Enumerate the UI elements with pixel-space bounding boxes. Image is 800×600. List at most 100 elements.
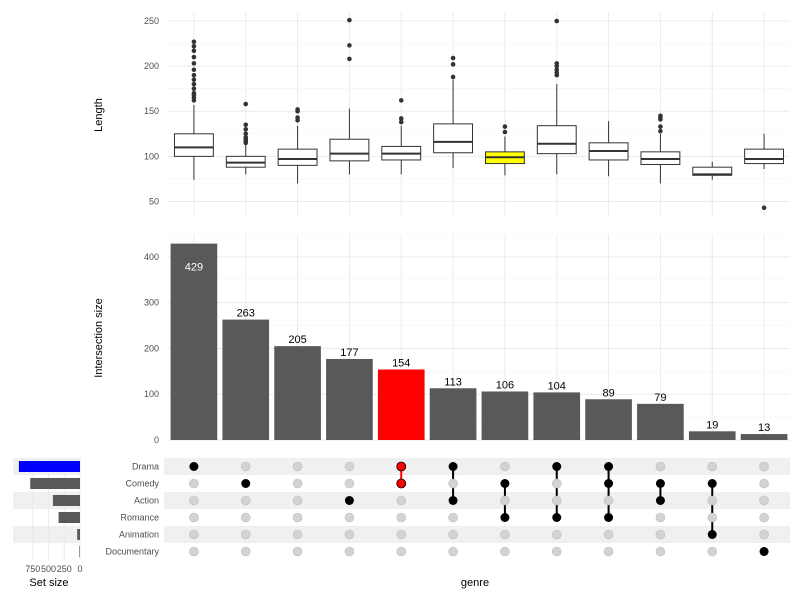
x-tick-label: 250 <box>57 564 72 574</box>
bar-value-label: 104 <box>548 380 566 392</box>
matrix-dot-inactive <box>759 495 769 506</box>
outlier-point <box>554 67 560 73</box>
bar-value-label: 263 <box>237 308 255 320</box>
matrix-dot-inactive <box>551 478 562 489</box>
matrix-dot-inactive <box>344 461 355 472</box>
outlier-point <box>191 77 197 82</box>
matrix-dot-active <box>500 513 510 522</box>
matrix-dot-active <box>604 513 614 522</box>
set-size-panel: 750 500 250 0 <box>13 458 83 574</box>
bar-value-label: 106 <box>496 379 514 391</box>
matrix-dot-inactive <box>396 495 407 506</box>
intersection-bar-panel: 0 100 200 300 400 429 263 205 177 154 113 106 104 89 7… <box>144 233 790 445</box>
y-tick-label: 0 <box>154 435 159 445</box>
bar-value-label: 19 <box>706 419 718 431</box>
matrix-dot-inactive <box>707 461 718 472</box>
matrix-dot-inactive <box>759 461 769 472</box>
matrix-dot-active <box>552 513 562 522</box>
matrix-dot-active <box>241 479 251 488</box>
intersection-bar <box>688 431 736 440</box>
outlier-point <box>658 124 663 129</box>
matrix-dot-active <box>189 462 199 471</box>
matrix-dot-inactive <box>707 512 718 523</box>
matrix-dot-active <box>552 462 562 471</box>
y-tick-label: 250 <box>144 16 159 26</box>
matrix-dot-inactive <box>603 529 614 540</box>
outlier-point <box>658 128 663 134</box>
y-tick-label: 400 <box>144 252 159 262</box>
matrix-x-axis-title: genre <box>461 577 489 589</box>
box <box>433 123 474 154</box>
matrix-dot-inactive <box>292 461 303 472</box>
outlier-point <box>450 55 456 61</box>
boxplot-panel: 50 100 150 200 250 <box>144 12 790 215</box>
matrix-dot-inactive <box>707 495 718 506</box>
matrix-dot-inactive <box>292 478 303 489</box>
set-name-label: Animation <box>119 530 159 540</box>
outlier-point <box>450 74 456 80</box>
outlier-point <box>295 115 300 120</box>
matrix-dot-inactive <box>344 512 355 523</box>
matrix-dot-inactive <box>500 546 510 557</box>
matrix-row-stripe <box>164 492 790 509</box>
outlier-point <box>191 54 197 60</box>
outlier-point <box>191 72 197 78</box>
box <box>173 133 214 157</box>
outlier-point <box>191 86 197 91</box>
matrix-dot-inactive <box>344 546 355 557</box>
matrix-dot-inactive <box>500 495 510 506</box>
matrix-dot-inactive <box>240 512 251 523</box>
outlier-point <box>243 131 249 137</box>
outlier-point <box>295 107 300 112</box>
set-name-label: Action <box>134 496 159 506</box>
set-size-bar <box>18 461 80 472</box>
matrix-dot-inactive <box>189 546 199 557</box>
intersection-bar <box>481 391 529 440</box>
matrix-dot-inactive <box>240 495 251 506</box>
x-tick-label: 0 <box>77 564 82 574</box>
x-tick-label: 500 <box>41 564 56 574</box>
matrix-dot-inactive <box>500 461 510 472</box>
x-tick-label: 750 <box>25 564 40 574</box>
intersection-bar <box>274 346 321 440</box>
outlier-point <box>191 61 197 66</box>
set-name-label: Comedy <box>125 479 159 489</box>
matrix-dot-inactive <box>759 512 769 523</box>
set-name-label: Drama <box>132 462 159 472</box>
matrix-dot-inactive <box>396 512 407 523</box>
y-tick-label: 150 <box>144 106 159 116</box>
matrix-dot-inactive <box>189 495 199 506</box>
intersection-bar <box>377 369 425 440</box>
set-size-bar <box>77 529 80 540</box>
matrix-dot-inactive <box>396 546 407 557</box>
matrix-dot-active <box>448 462 458 471</box>
y-tick-label: 100 <box>144 389 159 399</box>
matrix-dot-active <box>707 479 717 488</box>
outlier-point <box>554 61 560 66</box>
set-row-stripe <box>13 526 80 543</box>
intersection-bar <box>222 319 270 440</box>
intersection-bar <box>533 392 581 440</box>
bar-value-label: 113 <box>444 376 462 388</box>
matrix-dot-inactive <box>396 529 407 540</box>
matrix-dot-inactive <box>551 546 562 557</box>
box <box>329 138 370 162</box>
outlier-point <box>191 67 197 73</box>
set-size-x-axis-title: Set size <box>29 577 68 589</box>
bar-value-label: 205 <box>288 334 306 346</box>
matrix-dot-active <box>448 496 458 505</box>
outlier-point <box>398 119 404 125</box>
outlier-point <box>347 17 352 23</box>
outlier-point <box>502 129 508 135</box>
matrix-dot-inactive <box>240 546 251 557</box>
intersection-bar <box>637 403 684 440</box>
intersection-bar <box>429 388 477 440</box>
matrix-dot-active <box>396 461 407 472</box>
matrix-dot-inactive <box>655 529 666 540</box>
outlier-point <box>554 18 560 24</box>
matrix-dot-inactive <box>759 478 769 489</box>
bar-value-label: 177 <box>340 347 358 359</box>
matrix-dot-inactive <box>292 495 303 506</box>
intersection-bar <box>170 243 218 440</box>
